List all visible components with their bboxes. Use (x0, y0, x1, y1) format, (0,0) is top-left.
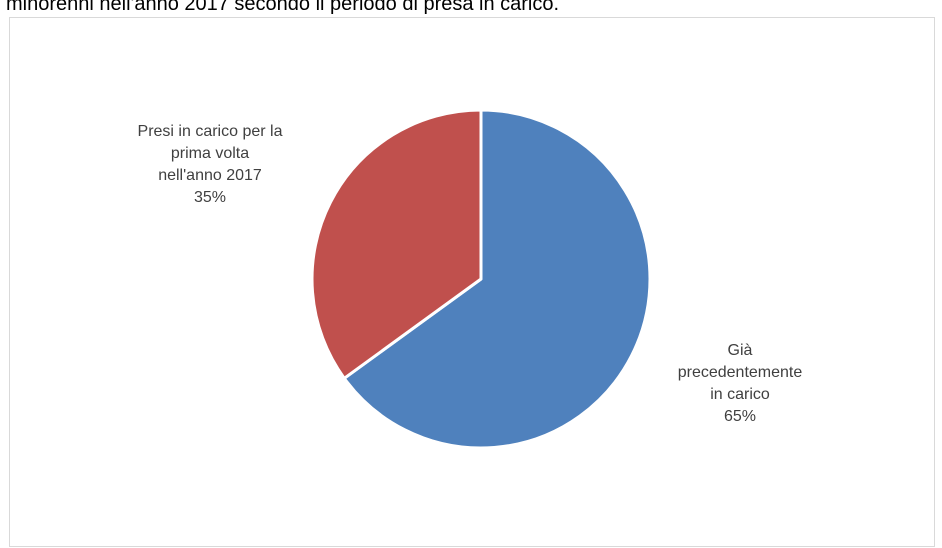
chart-caption: minorenni nell'anno 2017 secondo il peri… (6, 0, 560, 15)
pie-chart (310, 108, 652, 450)
chart-area: Già precedentemente in carico 65% Presi … (9, 17, 935, 547)
slice-label-line: nell'anno 2017 (158, 167, 262, 184)
slice-label-line: Già (727, 342, 753, 359)
slice-label-line: prima volta (170, 145, 250, 162)
slice-label-previously-in-care: Già precedentemente in carico 65% (650, 340, 830, 428)
slice-label-line: in carico (710, 386, 770, 403)
slice-label-line: Presi in carico per la (137, 123, 283, 140)
slice-label-line: precedentemente (677, 364, 803, 381)
pie-slice-1 (310, 108, 483, 380)
slice-label-first-time-2017: Presi in carico per la prima volta nell'… (100, 121, 320, 209)
slice-value-label: 65% (723, 408, 757, 425)
pie-slice-0 (342, 108, 652, 450)
slice-value-label: 35% (193, 189, 227, 206)
